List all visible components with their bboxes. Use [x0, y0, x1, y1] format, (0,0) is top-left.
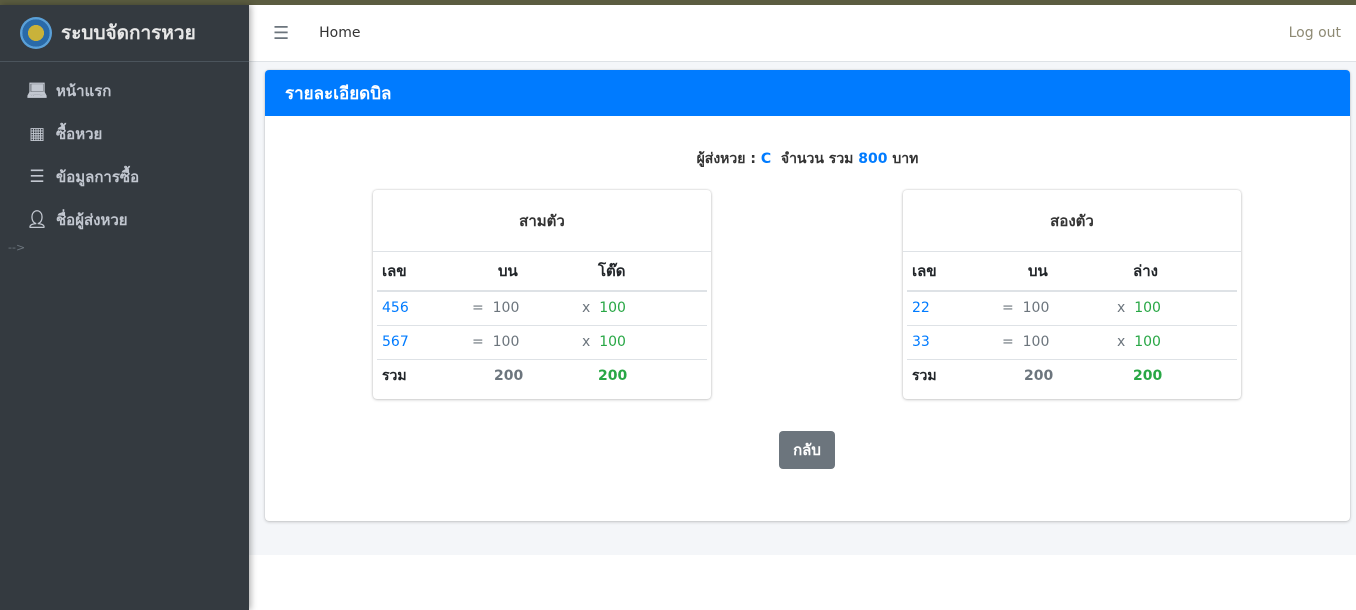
column-header: บน — [472, 252, 582, 292]
sidebar-item-label: ข้อมูลการซื้อ — [56, 167, 140, 186]
sender-label: ผู้ส่งหวย : — [696, 151, 756, 167]
column-header: ล่าง — [1117, 252, 1237, 292]
table-title: สองตัว — [903, 190, 1241, 252]
three-digit-table: สามตัว เลข บน โต๊ด 456 = 100 x 100 567 = 100 x… — [373, 190, 711, 399]
top-cell: = 100 — [472, 325, 582, 360]
bill-detail-card: รายละเอียดบิล ผู้ส่งหวย : C จำนวน รวม 80… — [265, 70, 1350, 521]
bill-summary: ผู้ส่งหวย : C จำนวน รวม 800 บาท — [265, 148, 1350, 170]
tod-cell: x 100 — [582, 325, 707, 360]
brand-link[interactable]: ระบบจัดการหวย — [0, 5, 249, 62]
total-tod: 200 — [598, 368, 628, 385]
number-cell: 33 — [907, 325, 1002, 360]
top-cell: = 100 — [472, 291, 582, 326]
column-header: บน — [1002, 252, 1117, 292]
grid-icon: ▦ — [28, 123, 46, 144]
unit-label: บาท — [892, 151, 919, 167]
total-label: รวม — [912, 368, 937, 385]
sidebar-item-purchases[interactable]: ☰ ข้อมูลการซื้อ — [0, 155, 249, 198]
total-label: รวม — [382, 368, 407, 385]
home-link[interactable]: Home — [319, 25, 361, 41]
sender-value: C — [760, 151, 772, 167]
two-digit-table: สองตัว เลข บน ล่าง 22 = 100 x 100 33 = 100 x 1… — [903, 190, 1241, 399]
amount-label: จำนวน รวม — [780, 151, 854, 167]
table-row: 33 = 100 x 100 — [907, 325, 1237, 360]
top-cell: = 100 — [1002, 291, 1117, 326]
user-graduate-icon: 👤︎ — [26, 209, 48, 230]
bottom-cell: x 100 — [1117, 325, 1237, 360]
total-value: 800 — [858, 151, 888, 167]
logout-link[interactable]: Log out — [1288, 25, 1341, 41]
total-bottom: 200 — [1133, 368, 1163, 385]
sidebar-item-label: หน้าแรก — [56, 81, 112, 100]
total-top: 200 — [1024, 368, 1054, 385]
list-icon: ☰ — [29, 166, 45, 187]
sidebar: ระบบจัดการหวย 💻︎ หน้าแรก ▦ ซื้อหวย ☰ ข้อมูล… — [0, 5, 249, 610]
total-top: 200 — [494, 368, 524, 385]
number-cell: 456 — [377, 291, 472, 326]
menu-toggle-icon[interactable]: ☰ — [273, 22, 290, 44]
table-title: สามตัว — [373, 190, 711, 252]
column-header: เลข — [907, 252, 1002, 292]
number-cell: 567 — [377, 325, 472, 360]
tod-cell: x 100 — [582, 291, 707, 326]
sidebar-item-buy[interactable]: ▦ ซื้อหวย — [0, 112, 249, 155]
table-row: 456 = 100 x 100 — [377, 291, 707, 326]
sidebar-item-label: ซื้อหวย — [56, 124, 103, 143]
column-header: เลข — [377, 252, 472, 292]
logo-icon — [20, 17, 52, 49]
stray-text: --> — [8, 241, 26, 254]
content-wrapper: รายละเอียดบิล ผู้ส่งหวย : C จำนวน รวม 80… — [249, 62, 1356, 555]
table-row: 567 = 100 x 100 — [377, 325, 707, 360]
top-strip — [0, 0, 1356, 5]
app-title: ระบบจัดการหวย — [61, 22, 196, 44]
sidebar-item-home[interactable]: 💻︎ หน้าแรก — [0, 69, 249, 112]
back-button[interactable]: กลับ — [779, 431, 835, 469]
card-title: รายละเอียดบิล — [265, 70, 1350, 116]
laptop-icon: 💻︎ — [26, 80, 48, 101]
top-navbar: ☰ Home Log out — [249, 5, 1356, 62]
column-header: โต๊ด — [582, 252, 707, 292]
sidebar-item-label: ชื่อผู้ส่งหวย — [56, 210, 128, 229]
total-row: รวม 200 200 — [907, 359, 1237, 393]
table-row: 22 = 100 x 100 — [907, 291, 1237, 326]
top-cell: = 100 — [1002, 325, 1117, 360]
sidebar-item-senders[interactable]: 👤︎ ชื่อผู้ส่งหวย — [0, 198, 249, 241]
number-cell: 22 — [907, 291, 1002, 326]
bottom-cell: x 100 — [1117, 291, 1237, 326]
total-row: รวม 200 200 — [377, 359, 707, 393]
